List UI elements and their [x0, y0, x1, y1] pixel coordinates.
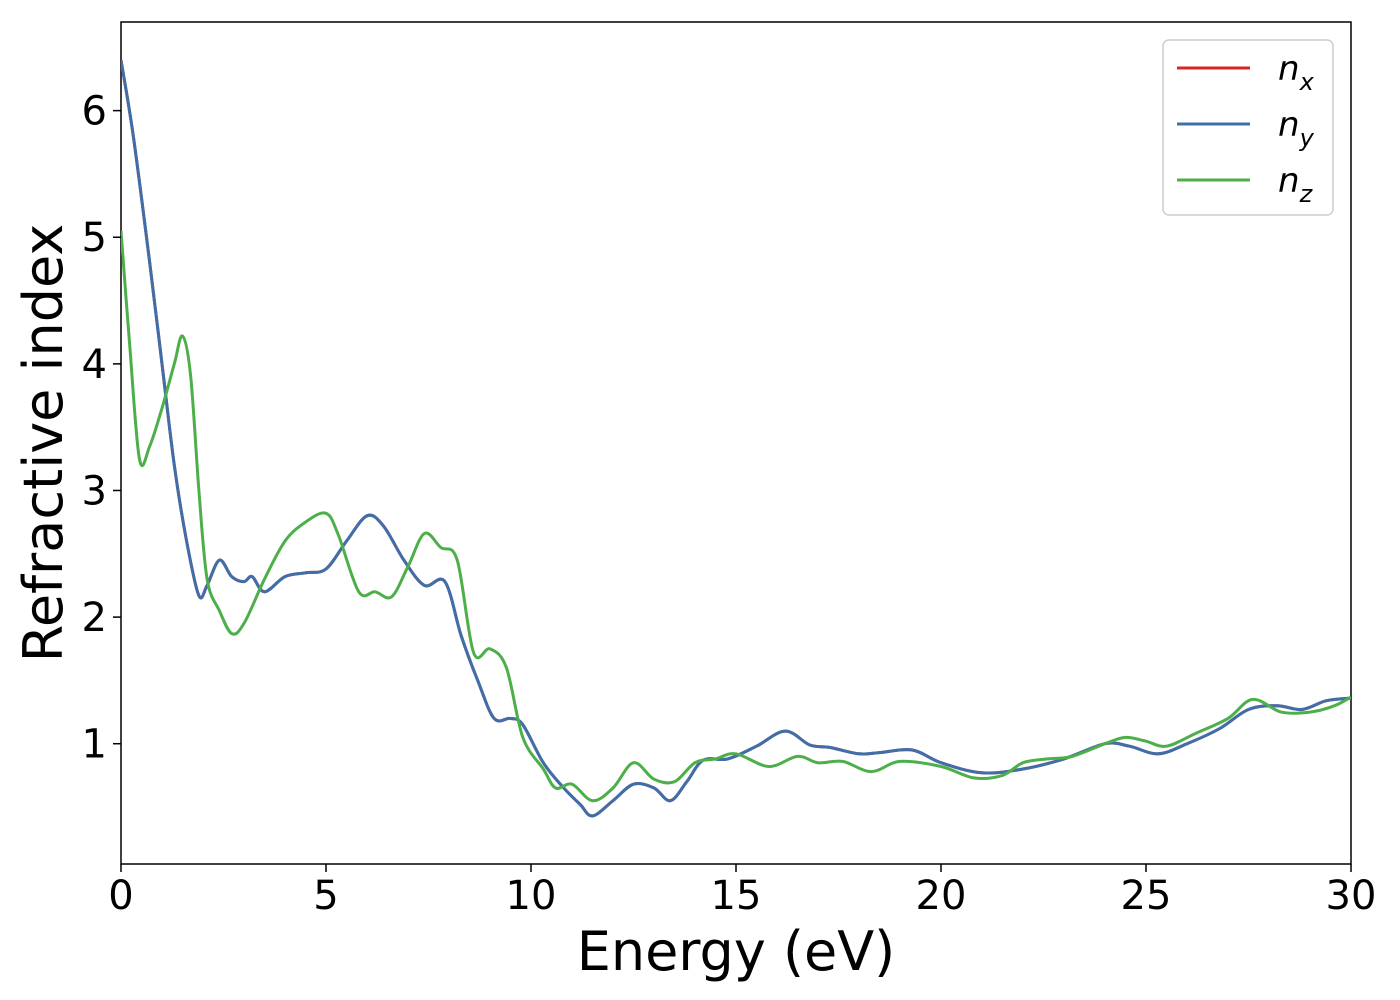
y-axis-title: Refractive index	[12, 224, 75, 663]
y-tick-label: 4	[82, 342, 107, 388]
y-tick-label: 5	[82, 215, 107, 261]
series-layer	[121, 59, 1351, 818]
y-tick-label: 3	[82, 468, 107, 514]
legend-label-n-y: ny	[1278, 105, 1315, 152]
legend-label-base: n	[1278, 105, 1300, 145]
x-tick-label: 30	[1326, 873, 1377, 919]
x-axis-ticks: 0 5 10 15 20 25 30	[108, 864, 1376, 919]
x-tick-label: 20	[916, 873, 967, 919]
series-line-n-z	[121, 230, 1351, 803]
legend-label-subscript: y	[1299, 124, 1315, 152]
legend-label-subscript: z	[1299, 180, 1314, 208]
x-tick-label: 10	[506, 873, 557, 919]
x-axis-title: Energy (eV)	[577, 920, 896, 983]
legend-label-base: n	[1278, 49, 1300, 89]
x-tick-label: 0	[108, 873, 133, 919]
legend-label-subscript: x	[1299, 68, 1315, 96]
legend-label-n-x: nx	[1278, 49, 1315, 96]
x-tick-label: 5	[313, 873, 338, 919]
y-tick-label: 1	[82, 722, 107, 768]
y-tick-label: 2	[82, 595, 107, 641]
legend-label-n-z: nz	[1278, 161, 1314, 208]
x-tick-label: 25	[1121, 873, 1172, 919]
y-tick-label: 6	[82, 89, 107, 135]
y-axis-ticks: 1 2 3 4 5 6	[82, 89, 121, 768]
x-tick-label: 15	[711, 873, 762, 919]
legend-label-base: n	[1278, 161, 1300, 201]
legend-box	[1162, 39, 1334, 216]
